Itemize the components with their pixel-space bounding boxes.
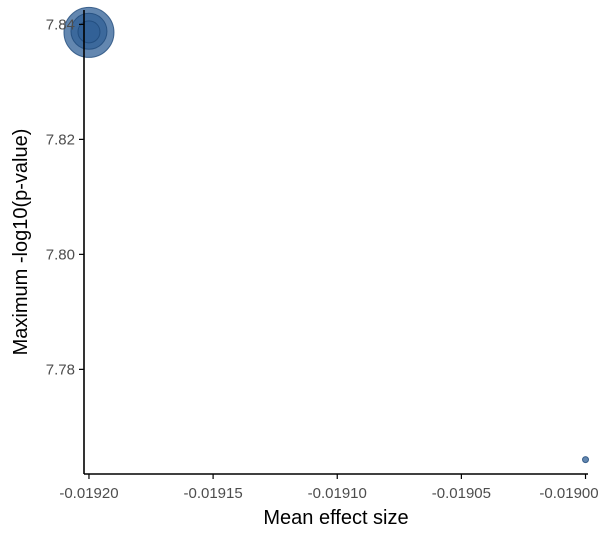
x-axis-ticks: -0.01920 -0.01915 -0.01910 -0.01905 -0.01900 xyxy=(59,474,599,502)
y-tick-label: 7.78 xyxy=(46,361,75,378)
y-tick-label: 7.82 xyxy=(46,131,75,148)
y-tick-label: 7.84 xyxy=(46,16,75,33)
y-tick-label: 7.80 xyxy=(46,246,75,263)
points-layer xyxy=(63,6,590,464)
x-tick-label: -0.01910 xyxy=(308,485,367,502)
y-axis-title: Maximum -log10(p-value) xyxy=(10,129,32,356)
x-axis-title: Mean effect size xyxy=(263,507,408,529)
y-axis-ticks: 7.78 7.80 7.82 7.84 xyxy=(46,16,84,378)
x-tick-label: -0.01905 xyxy=(432,485,491,502)
data-point-4 xyxy=(582,456,590,464)
x-tick-label: -0.01920 xyxy=(59,485,118,502)
x-tick-label: -0.01900 xyxy=(539,485,598,502)
x-tick-label: -0.01915 xyxy=(183,485,242,502)
